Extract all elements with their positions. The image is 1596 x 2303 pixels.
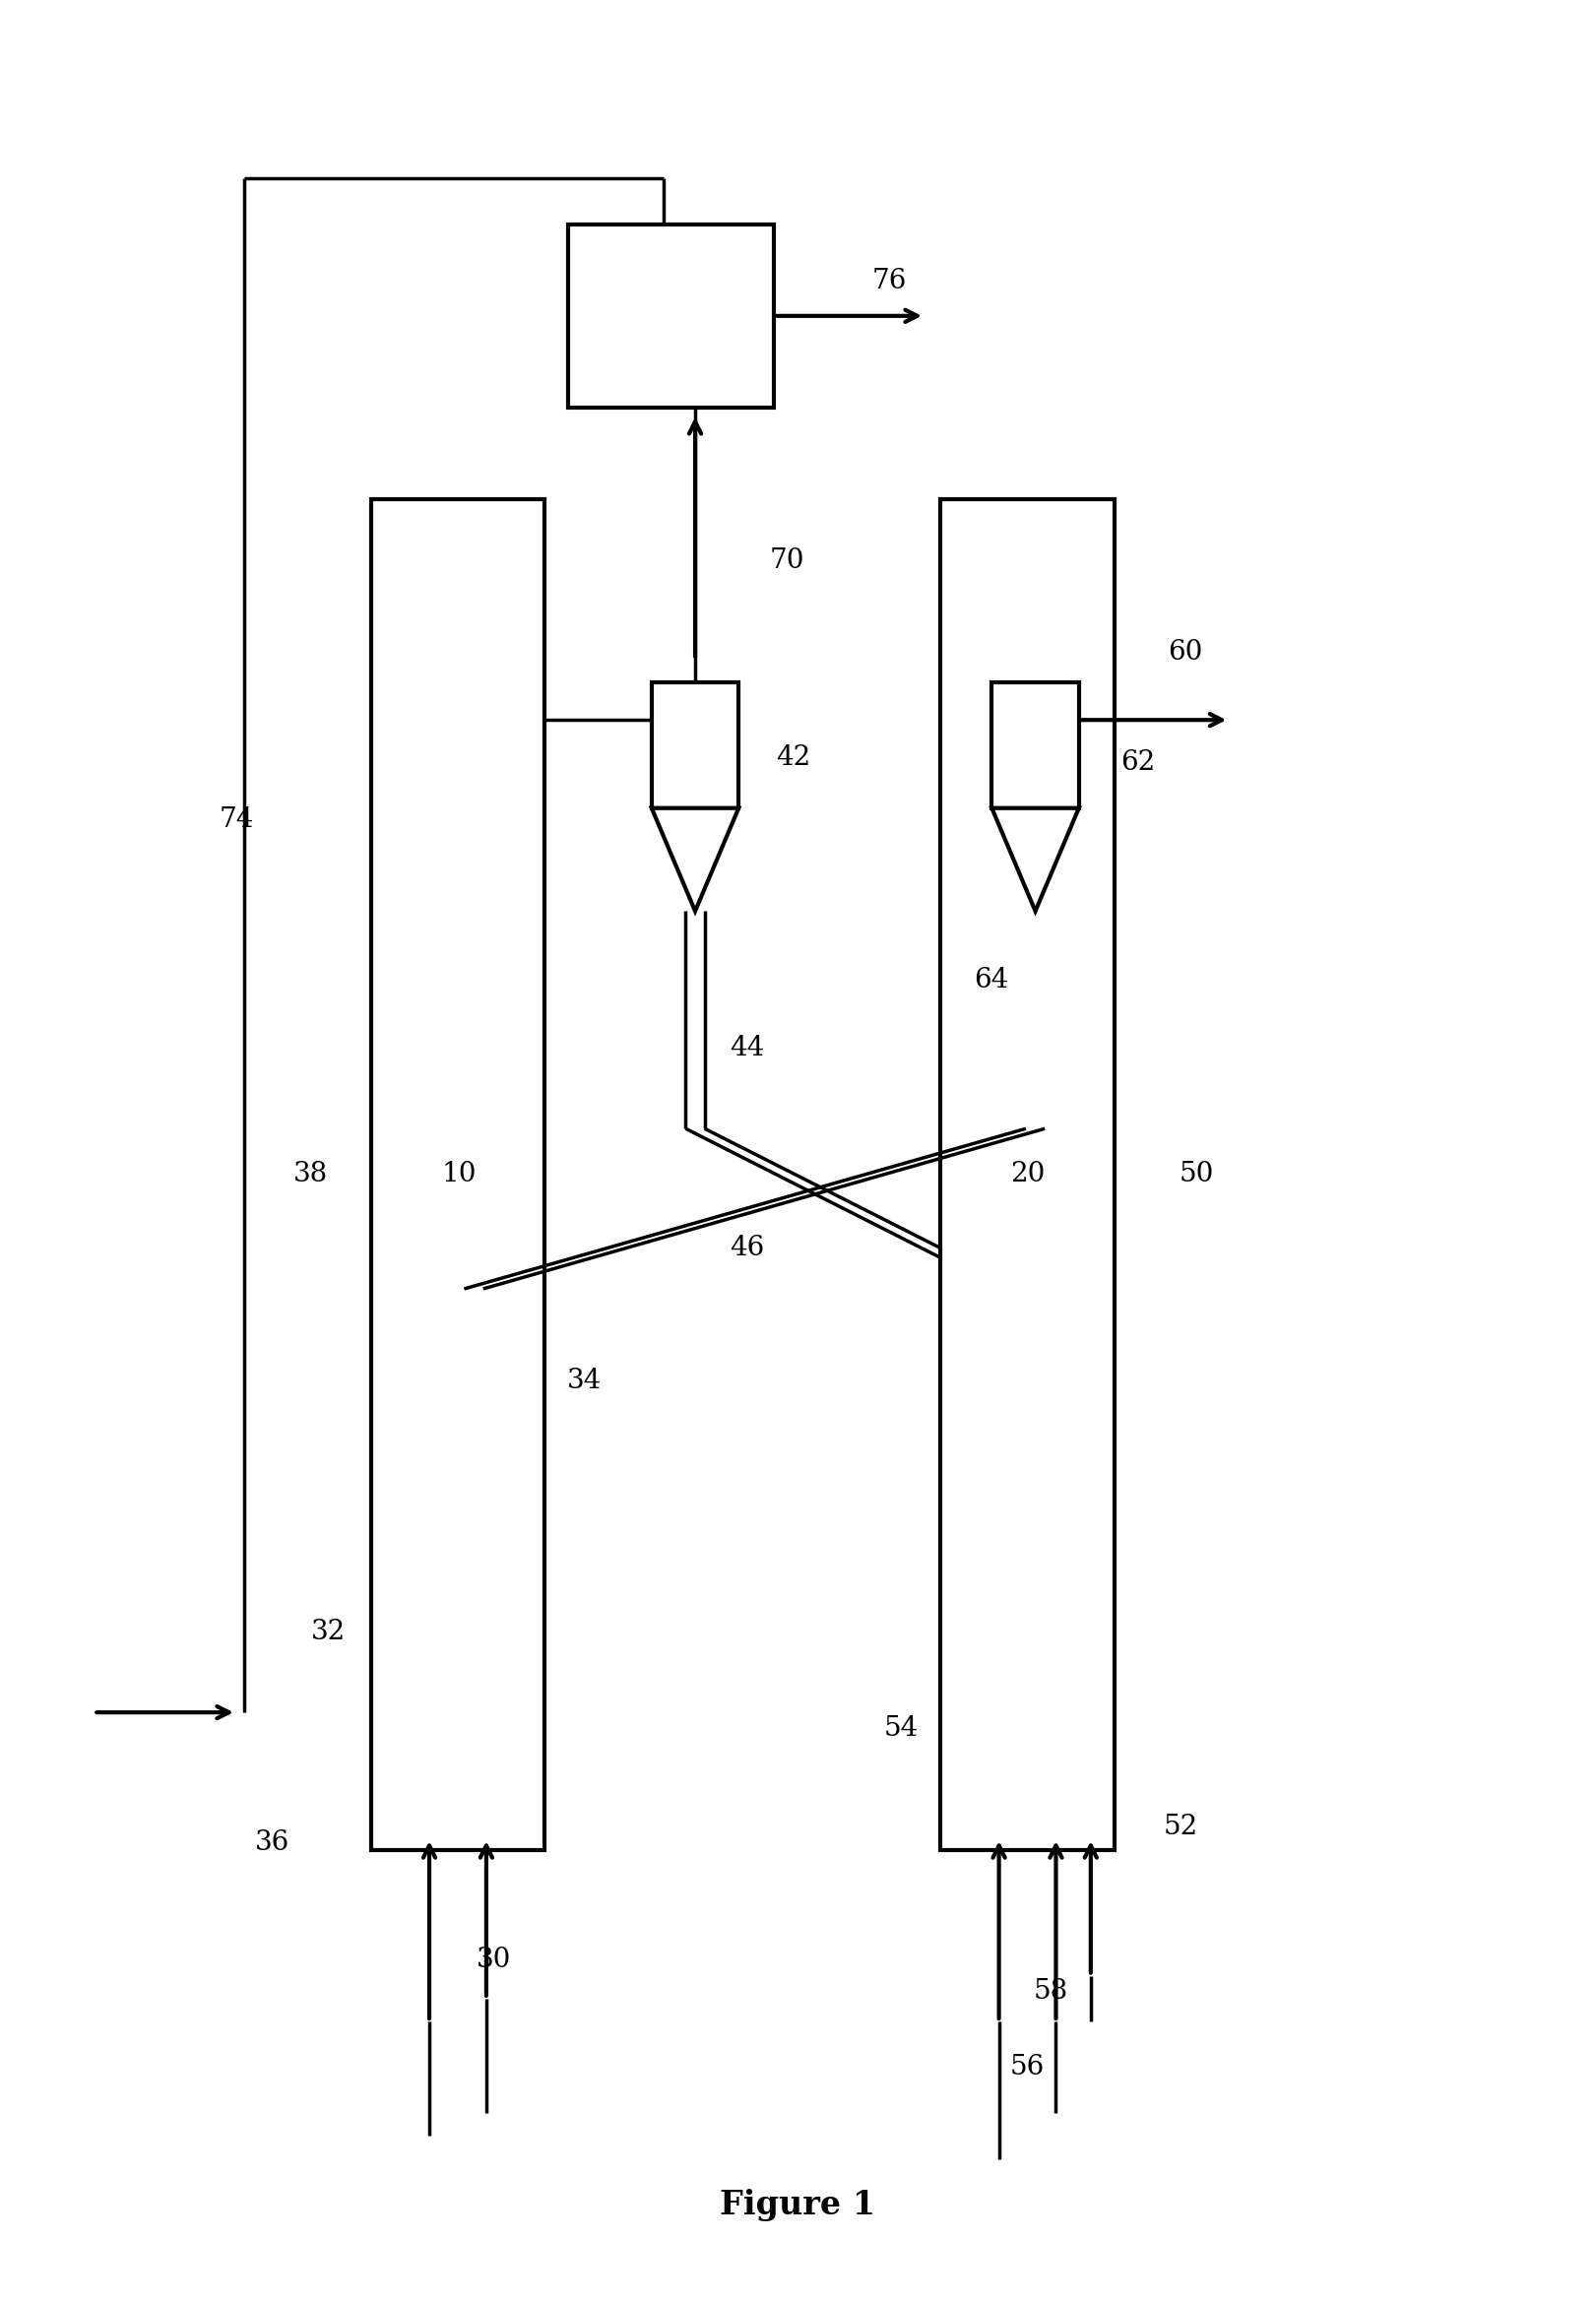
Bar	[651, 682, 739, 808]
Text: 52: 52	[1163, 1812, 1199, 1840]
Text: 20: 20	[1010, 1161, 1045, 1188]
Text: 30: 30	[477, 1946, 512, 1974]
Text: 50: 50	[1179, 1161, 1215, 1188]
Text: 38: 38	[294, 1161, 329, 1188]
Text: 42: 42	[776, 744, 811, 772]
Text: 74: 74	[219, 806, 254, 834]
Text: 62: 62	[1120, 748, 1156, 776]
Text: 44: 44	[729, 1034, 764, 1062]
Text: 70: 70	[769, 548, 804, 573]
Bar	[568, 223, 774, 408]
Text: 64: 64	[974, 967, 1009, 993]
Polygon shape	[651, 808, 739, 912]
Bar	[940, 500, 1114, 1849]
Text: 34: 34	[567, 1368, 602, 1393]
Text: 36: 36	[255, 1829, 290, 1856]
Text: Figure 1: Figure 1	[720, 2188, 876, 2220]
Bar	[991, 682, 1079, 808]
Text: 46: 46	[729, 1234, 764, 1262]
Text: 76: 76	[873, 267, 907, 295]
Text: 32: 32	[311, 1619, 345, 1647]
Text: 54: 54	[884, 1716, 918, 1741]
Bar	[370, 500, 544, 1849]
Text: 72: 72	[654, 302, 689, 329]
Text: 58: 58	[1034, 1978, 1069, 2006]
Text: 10: 10	[442, 1161, 477, 1188]
Text: 56: 56	[1010, 2054, 1045, 2080]
Text: 60: 60	[1168, 640, 1203, 666]
Polygon shape	[991, 808, 1079, 912]
